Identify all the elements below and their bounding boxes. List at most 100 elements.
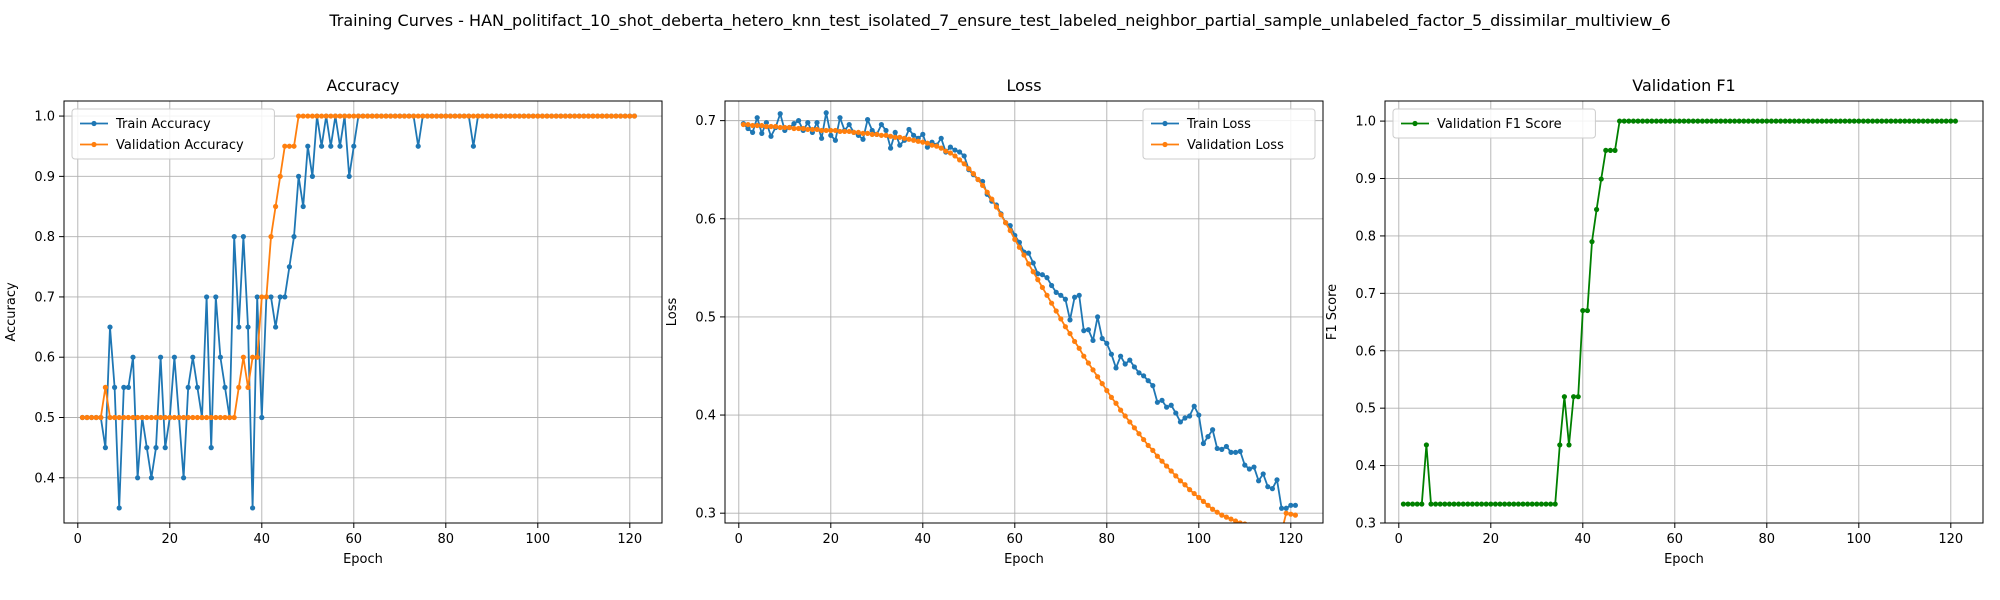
data-point [259,294,265,300]
y-tick-label: 0.6 [695,212,716,227]
data-point [897,134,903,140]
data-point [1072,338,1078,345]
data-point [1228,516,1234,522]
data-point [434,113,440,119]
data-point [1214,445,1220,452]
data-point [1177,419,1183,425]
x-tick-label: 0 [1395,532,1403,547]
data-point [1805,118,1811,124]
data-point [1410,501,1416,507]
data-point [1067,317,1073,323]
data-point [1233,518,1239,523]
data-point [102,445,108,451]
data-point [1200,498,1206,505]
data-point [1122,361,1128,367]
data-point [1833,118,1839,124]
x-tick-label: 120 [1278,532,1303,547]
data-point [1191,403,1197,409]
data-point [1897,118,1903,124]
data-point [1095,314,1101,320]
data-point [1168,402,1174,408]
data-point [309,173,315,179]
data-point [1159,458,1165,464]
data-point [277,294,283,300]
data-point [581,113,587,119]
data-point [1672,118,1678,124]
data-point [1062,324,1068,330]
data-point [1173,410,1179,416]
data-point [1916,118,1922,124]
data-point [1888,118,1894,124]
data-point [1796,118,1802,124]
data-point [800,125,806,132]
data-point [791,120,797,127]
data-point [1750,118,1756,124]
data-point [1640,118,1646,124]
data-point [1131,425,1137,431]
data-point [112,414,118,421]
legend-label: Validation F1 Score [1437,117,1562,132]
chart-title: Accuracy [326,76,399,95]
data-point [1256,478,1262,484]
data-point [1127,419,1133,425]
y-tick-label: 0.8 [34,230,55,245]
data-point [1557,442,1563,448]
data-point [1617,118,1623,124]
data-point [153,414,159,421]
data-point [388,113,394,119]
data-point [888,133,894,139]
data-point [171,354,177,360]
data-point [1543,501,1549,507]
data-point [526,113,532,119]
data-point [915,138,921,144]
legend-swatch-marker [91,141,97,148]
data-point [796,125,802,132]
data-point [1154,399,1160,405]
data-point [171,414,177,421]
data-point [268,234,274,240]
data-point [222,414,228,421]
data-point [869,131,875,137]
data-point [185,384,191,390]
data-point [158,354,164,360]
data-point [878,132,885,138]
data-point [1681,118,1687,124]
data-point [1709,118,1715,124]
data-point [1612,147,1618,153]
data-point [558,113,564,119]
y-tick-label: 0.4 [695,409,716,424]
data-point [470,143,476,149]
x-tick-label: 0 [735,532,743,547]
data-point [1745,118,1751,124]
data-point [208,414,214,421]
data-point [231,414,237,421]
data-point [305,143,311,149]
data-point [263,294,269,300]
data-point [1948,118,1954,124]
y-tick-label: 0.4 [34,471,55,486]
data-point [438,113,444,119]
data-point [204,414,210,421]
data-point [503,113,509,119]
data-point [1497,501,1503,507]
data-point [305,113,311,119]
data-point [1026,261,1032,267]
data-point [1483,501,1489,507]
series-line-1 [82,115,635,419]
data-point [89,414,95,421]
data-point [1649,118,1655,124]
data-point [268,294,274,300]
y-tick-label: 0.8 [1355,229,1376,244]
data-point [1704,118,1710,124]
data-point [121,384,127,390]
data-point [107,414,113,421]
data-point [1127,357,1133,363]
series-group [740,110,1298,523]
data-point [952,153,958,159]
data-point [1529,501,1535,507]
x-tick-label: 100 [525,532,550,547]
data-point [1012,236,1018,242]
data-point [1251,464,1257,470]
data-point [1699,118,1705,124]
data-point [240,354,246,360]
